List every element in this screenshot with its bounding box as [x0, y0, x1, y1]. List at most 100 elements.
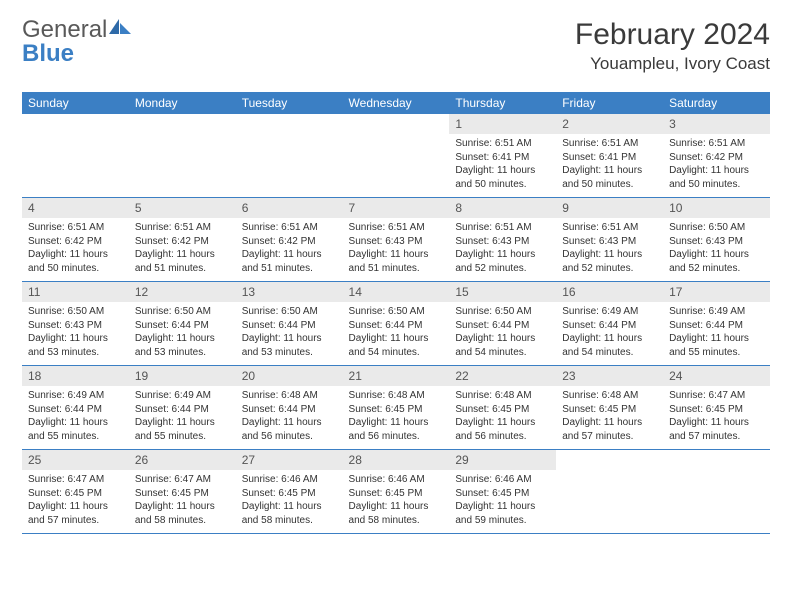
daylight-text: Daylight: 11 hours and 57 minutes. — [28, 500, 123, 527]
day-cell: Sunrise: 6:46 AMSunset: 6:45 PMDaylight:… — [343, 470, 450, 534]
week-number-row: 18192021222324 — [22, 366, 770, 387]
logo-text-general: General — [22, 16, 107, 43]
daylight-text: Daylight: 11 hours and 50 minutes. — [562, 164, 657, 191]
daylight-text: Daylight: 11 hours and 54 minutes. — [562, 332, 657, 359]
day-info: Sunrise: 6:51 AMSunset: 6:41 PMDaylight:… — [449, 134, 556, 197]
day-cell: 11 — [22, 282, 129, 303]
day-number: 1 — [449, 114, 556, 134]
sunrise-text: Sunrise: 6:50 AM — [455, 305, 550, 319]
day-info: Sunrise: 6:48 AMSunset: 6:44 PMDaylight:… — [236, 386, 343, 449]
day-info: Sunrise: 6:51 AMSunset: 6:43 PMDaylight:… — [343, 218, 450, 281]
day-header-row: Sunday Monday Tuesday Wednesday Thursday… — [22, 92, 770, 114]
week-number-row: 11121314151617 — [22, 282, 770, 303]
sunset-text: Sunset: 6:42 PM — [135, 235, 230, 249]
day-cell: Sunrise: 6:51 AMSunset: 6:42 PMDaylight:… — [22, 218, 129, 282]
day-header-saturday: Saturday — [663, 92, 770, 114]
day-cell: Sunrise: 6:50 AMSunset: 6:44 PMDaylight:… — [449, 302, 556, 366]
day-number: 10 — [663, 198, 770, 218]
daylight-text: Daylight: 11 hours and 59 minutes. — [455, 500, 550, 527]
day-info — [343, 134, 450, 190]
title-block: February 2024 Youampleu, Ivory Coast — [575, 18, 770, 74]
day-number: 28 — [343, 450, 450, 470]
week-number-row: 123 — [22, 114, 770, 134]
day-info: Sunrise: 6:49 AMSunset: 6:44 PMDaylight:… — [129, 386, 236, 449]
sunset-text: Sunset: 6:42 PM — [28, 235, 123, 249]
day-number: 3 — [663, 114, 770, 134]
logo-text-blue: Blue — [22, 40, 74, 67]
daylight-text: Daylight: 11 hours and 50 minutes. — [455, 164, 550, 191]
day-cell: Sunrise: 6:49 AMSunset: 6:44 PMDaylight:… — [663, 302, 770, 366]
day-cell: 12 — [129, 282, 236, 303]
day-cell: 20 — [236, 366, 343, 387]
day-cell — [22, 134, 129, 198]
day-number: 20 — [236, 366, 343, 386]
day-info: Sunrise: 6:46 AMSunset: 6:45 PMDaylight:… — [449, 470, 556, 533]
sunset-text: Sunset: 6:45 PM — [562, 403, 657, 417]
day-cell — [343, 114, 450, 134]
daylight-text: Daylight: 11 hours and 53 minutes. — [135, 332, 230, 359]
day-cell: Sunrise: 6:47 AMSunset: 6:45 PMDaylight:… — [22, 470, 129, 534]
calendar-body: 123Sunrise: 6:51 AMSunset: 6:41 PMDaylig… — [22, 114, 770, 534]
day-info: Sunrise: 6:51 AMSunset: 6:43 PMDaylight:… — [556, 218, 663, 281]
sunset-text: Sunset: 6:42 PM — [242, 235, 337, 249]
day-info: Sunrise: 6:51 AMSunset: 6:42 PMDaylight:… — [236, 218, 343, 281]
day-info: Sunrise: 6:49 AMSunset: 6:44 PMDaylight:… — [22, 386, 129, 449]
sunset-text: Sunset: 6:45 PM — [455, 403, 550, 417]
week-data-row: Sunrise: 6:51 AMSunset: 6:41 PMDaylight:… — [22, 134, 770, 198]
day-cell: Sunrise: 6:49 AMSunset: 6:44 PMDaylight:… — [129, 386, 236, 450]
day-info: Sunrise: 6:51 AMSunset: 6:42 PMDaylight:… — [129, 218, 236, 281]
sunset-text: Sunset: 6:44 PM — [242, 403, 337, 417]
sunrise-text: Sunrise: 6:48 AM — [562, 389, 657, 403]
day-number: 12 — [129, 282, 236, 302]
day-number: 2 — [556, 114, 663, 134]
daylight-text: Daylight: 11 hours and 52 minutes. — [455, 248, 550, 275]
sunrise-text: Sunrise: 6:51 AM — [28, 221, 123, 235]
location-label: Youampleu, Ivory Coast — [575, 54, 770, 74]
sunset-text: Sunset: 6:44 PM — [135, 403, 230, 417]
day-cell: Sunrise: 6:48 AMSunset: 6:45 PMDaylight:… — [556, 386, 663, 450]
day-number: 23 — [556, 366, 663, 386]
day-cell: Sunrise: 6:47 AMSunset: 6:45 PMDaylight:… — [663, 386, 770, 450]
daylight-text: Daylight: 11 hours and 57 minutes. — [669, 416, 764, 443]
day-number — [129, 115, 236, 133]
daylight-text: Daylight: 11 hours and 50 minutes. — [669, 164, 764, 191]
day-cell: 2 — [556, 114, 663, 134]
day-number — [236, 115, 343, 133]
sunrise-text: Sunrise: 6:51 AM — [455, 221, 550, 235]
day-cell: Sunrise: 6:51 AMSunset: 6:41 PMDaylight:… — [449, 134, 556, 198]
day-info: Sunrise: 6:50 AMSunset: 6:43 PMDaylight:… — [22, 302, 129, 365]
day-number: 13 — [236, 282, 343, 302]
sunrise-text: Sunrise: 6:50 AM — [28, 305, 123, 319]
day-cell: Sunrise: 6:51 AMSunset: 6:43 PMDaylight:… — [449, 218, 556, 282]
sunset-text: Sunset: 6:44 PM — [669, 319, 764, 333]
daylight-text: Daylight: 11 hours and 56 minutes. — [349, 416, 444, 443]
sunset-text: Sunset: 6:44 PM — [562, 319, 657, 333]
week-number-row: 2526272829 — [22, 450, 770, 471]
sunset-text: Sunset: 6:45 PM — [242, 487, 337, 501]
day-cell: 15 — [449, 282, 556, 303]
day-header-tuesday: Tuesday — [236, 92, 343, 114]
sunrise-text: Sunrise: 6:47 AM — [28, 473, 123, 487]
day-cell: Sunrise: 6:47 AMSunset: 6:45 PMDaylight:… — [129, 470, 236, 534]
sunrise-text: Sunrise: 6:51 AM — [562, 221, 657, 235]
day-header-thursday: Thursday — [449, 92, 556, 114]
day-cell: 17 — [663, 282, 770, 303]
sunrise-text: Sunrise: 6:48 AM — [349, 389, 444, 403]
daylight-text: Daylight: 11 hours and 53 minutes. — [28, 332, 123, 359]
day-number: 11 — [22, 282, 129, 302]
day-number — [556, 451, 663, 469]
day-cell: 16 — [556, 282, 663, 303]
sunset-text: Sunset: 6:44 PM — [455, 319, 550, 333]
sunset-text: Sunset: 6:45 PM — [135, 487, 230, 501]
day-number: 15 — [449, 282, 556, 302]
day-cell: 4 — [22, 198, 129, 219]
sunrise-text: Sunrise: 6:51 AM — [242, 221, 337, 235]
sunrise-text: Sunrise: 6:50 AM — [349, 305, 444, 319]
day-info: Sunrise: 6:46 AMSunset: 6:45 PMDaylight:… — [236, 470, 343, 533]
day-cell: 7 — [343, 198, 450, 219]
day-cell: 13 — [236, 282, 343, 303]
day-cell: 18 — [22, 366, 129, 387]
week-data-row: Sunrise: 6:50 AMSunset: 6:43 PMDaylight:… — [22, 302, 770, 366]
day-number: 25 — [22, 450, 129, 470]
daylight-text: Daylight: 11 hours and 52 minutes. — [669, 248, 764, 275]
